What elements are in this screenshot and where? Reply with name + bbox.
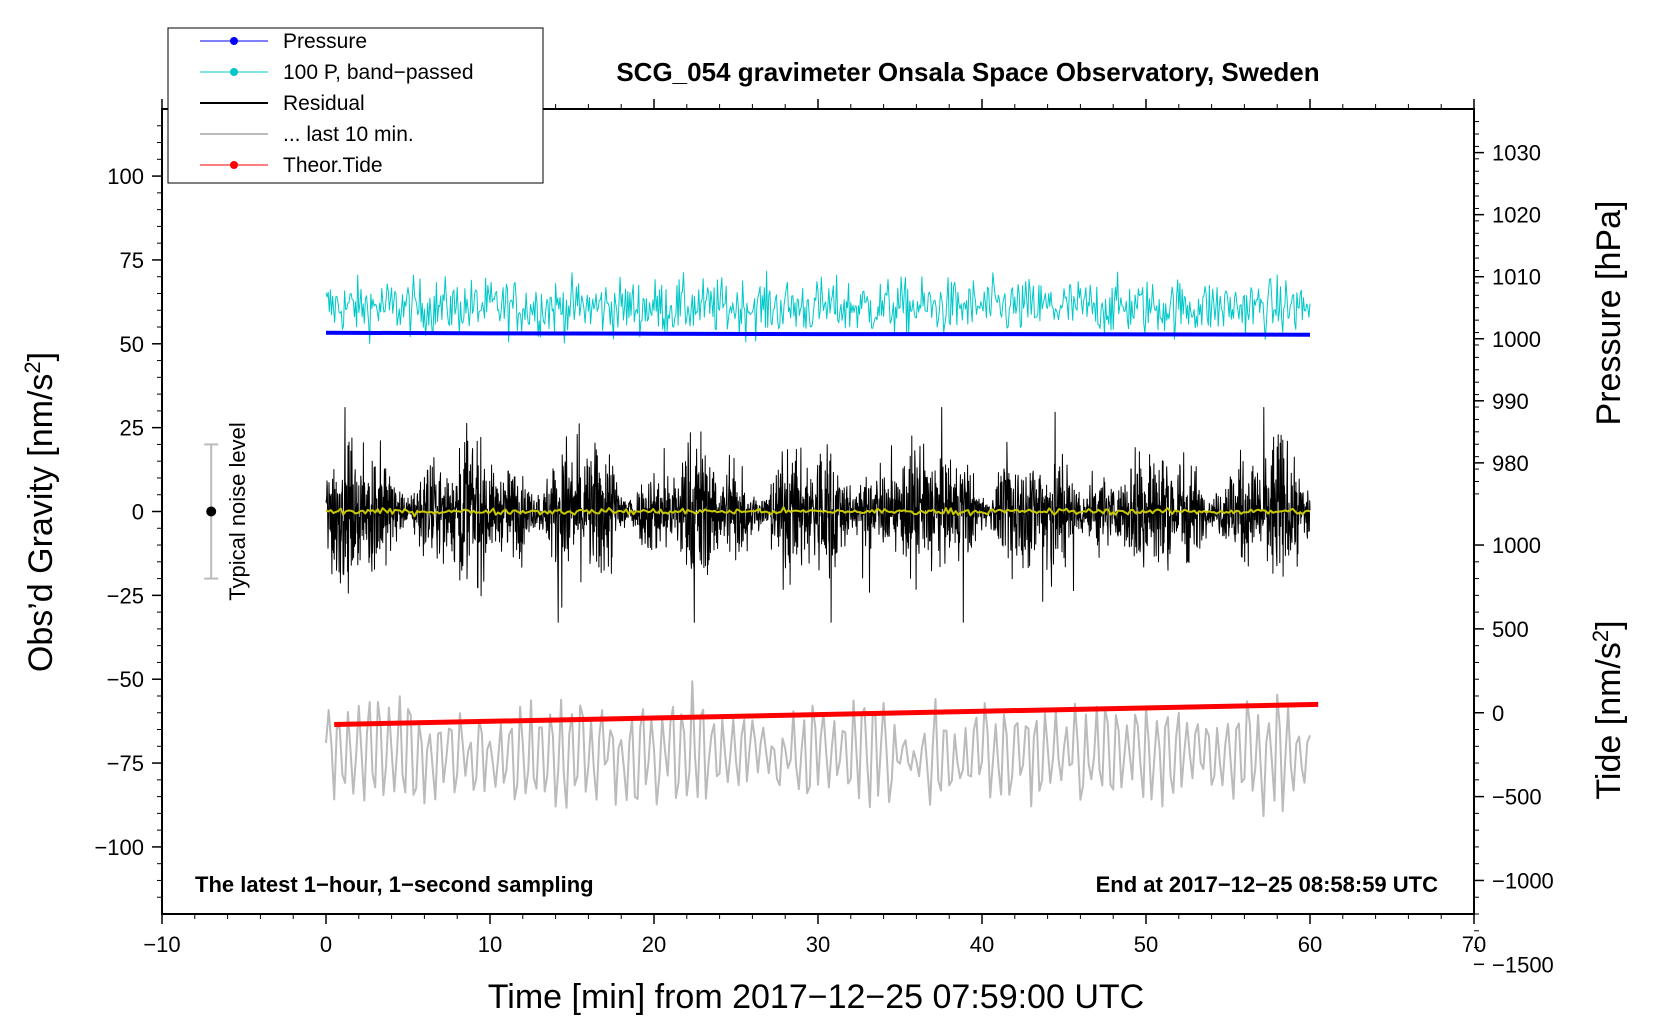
pressure-tick-label: 1020 [1492, 203, 1541, 228]
x-tick-label: 30 [806, 932, 830, 957]
y-axis-right-tide-title: Tide [nm/s2] [1588, 620, 1628, 799]
legend-swatch-dot [230, 68, 238, 76]
noise-label: Typical noise level [225, 422, 250, 601]
x-axis-title: Time [min] from 2017−12−25 07:59:00 UTC [488, 978, 1144, 1016]
x-tick-label: 40 [970, 932, 994, 957]
tide-tick-label: −1000 [1492, 868, 1554, 893]
legend-items: Pressure 100 P, band−passed Residual ... la… [200, 30, 474, 177]
y-axis-left: 100 75 50 25 0 −25 −50 −75 −100 [94, 125, 162, 898]
y-axis-left-title-sup: 2 [20, 361, 45, 373]
y-axis-right-tide-title-sup: 2 [1588, 630, 1613, 642]
series-layer [325, 270, 1319, 818]
smoothed-residual-line [325, 506, 1311, 518]
y-tick-label: −75 [107, 751, 144, 776]
y-axis-left-title: Obs’d Gravity [nm/s2] [20, 352, 60, 672]
pressure-tick-label: 1000 [1492, 327, 1541, 352]
pressure-tick-label: 980 [1492, 451, 1529, 476]
residual-line [325, 407, 1311, 623]
y-tick-label: −50 [107, 667, 144, 692]
legend-label: Theor.Tide [283, 154, 383, 177]
noise-bar [204, 443, 219, 580]
y-axis-left-title-close: ] [22, 352, 60, 361]
x-tick-label: 50 [1134, 932, 1158, 957]
y-axis-left-title-main: Obs’d Gravity [nm/s [22, 374, 60, 673]
footer-left-annotation: The latest 1−hour, 1−second sampling [195, 872, 594, 897]
legend: Pressure 100 P, band−passed Residual ... la… [167, 27, 544, 184]
legend-label: ... last 10 min. [283, 123, 414, 146]
tide-tick-label: −500 [1492, 785, 1542, 810]
y-axis-right-tide-title-close: ] [1590, 620, 1628, 629]
legend-item: Pressure [200, 30, 367, 53]
y-tick-label: 25 [120, 416, 144, 441]
x-tick-label: 20 [642, 932, 666, 957]
x-tick-label: −10 [143, 932, 180, 957]
x-tick-label: 0 [320, 932, 332, 957]
y-axis-right-pressure: 1030 1020 1010 1000 990 980 [1474, 121, 1541, 495]
legend-item: 100 P, band−passed [200, 61, 474, 84]
tide-tick-label: 1000 [1492, 533, 1541, 558]
pressure-line [325, 330, 1311, 337]
chart-title: SCG_054 gravimeter Onsala Space Observat… [616, 57, 1319, 87]
y-tick-label: 50 [120, 332, 144, 357]
tide-tick-label: 0 [1492, 701, 1504, 726]
legend-box [167, 27, 544, 184]
y-tick-label: 100 [107, 164, 144, 189]
legend-swatch-dot [230, 161, 238, 169]
last-10-min-line [325, 680, 1311, 818]
y-tick-label: −100 [94, 835, 144, 860]
legend-item: ... last 10 min. [200, 123, 414, 146]
bandpassed-pressure-line [325, 270, 1311, 344]
legend-label: 100 P, band−passed [283, 61, 474, 84]
theoretical-tide-line [334, 701, 1319, 727]
legend-label: Pressure [283, 30, 367, 53]
y-axis-right-tide-title-main: Tide [nm/s [1590, 642, 1628, 799]
legend-label: Residual [283, 92, 365, 115]
footer-right-annotation: End at 2017−12−25 08:58:59 UTC [1096, 872, 1439, 897]
tide-tick-label: 500 [1492, 617, 1529, 642]
legend-item: Theor.Tide [200, 154, 383, 177]
noise-bar-center-dot [206, 506, 217, 517]
y-axis-right-tide: 1000 500 0 −500 −1000 −1500 [1474, 533, 1554, 977]
y-axis-right-pressure-title: Pressure [hPa] [1590, 201, 1628, 426]
y-tick-label: −25 [107, 583, 144, 608]
x-axis: −10 0 10 20 30 40 50 60 70 [143, 99, 1486, 957]
pressure-tick-label: 1010 [1492, 265, 1541, 290]
y-tick-label: 75 [120, 248, 144, 273]
x-tick-label: 10 [478, 932, 502, 957]
legend-swatch-dot [230, 37, 238, 45]
pressure-tick-label: 1030 [1492, 141, 1541, 166]
y-tick-label: 0 [132, 500, 144, 525]
tide-tick-label: −1500 [1492, 952, 1554, 977]
legend-item: Residual [200, 92, 365, 115]
x-tick-label: 60 [1298, 932, 1322, 957]
x-tick-label: 70 [1462, 932, 1486, 957]
pressure-tick-label: 990 [1492, 389, 1529, 414]
